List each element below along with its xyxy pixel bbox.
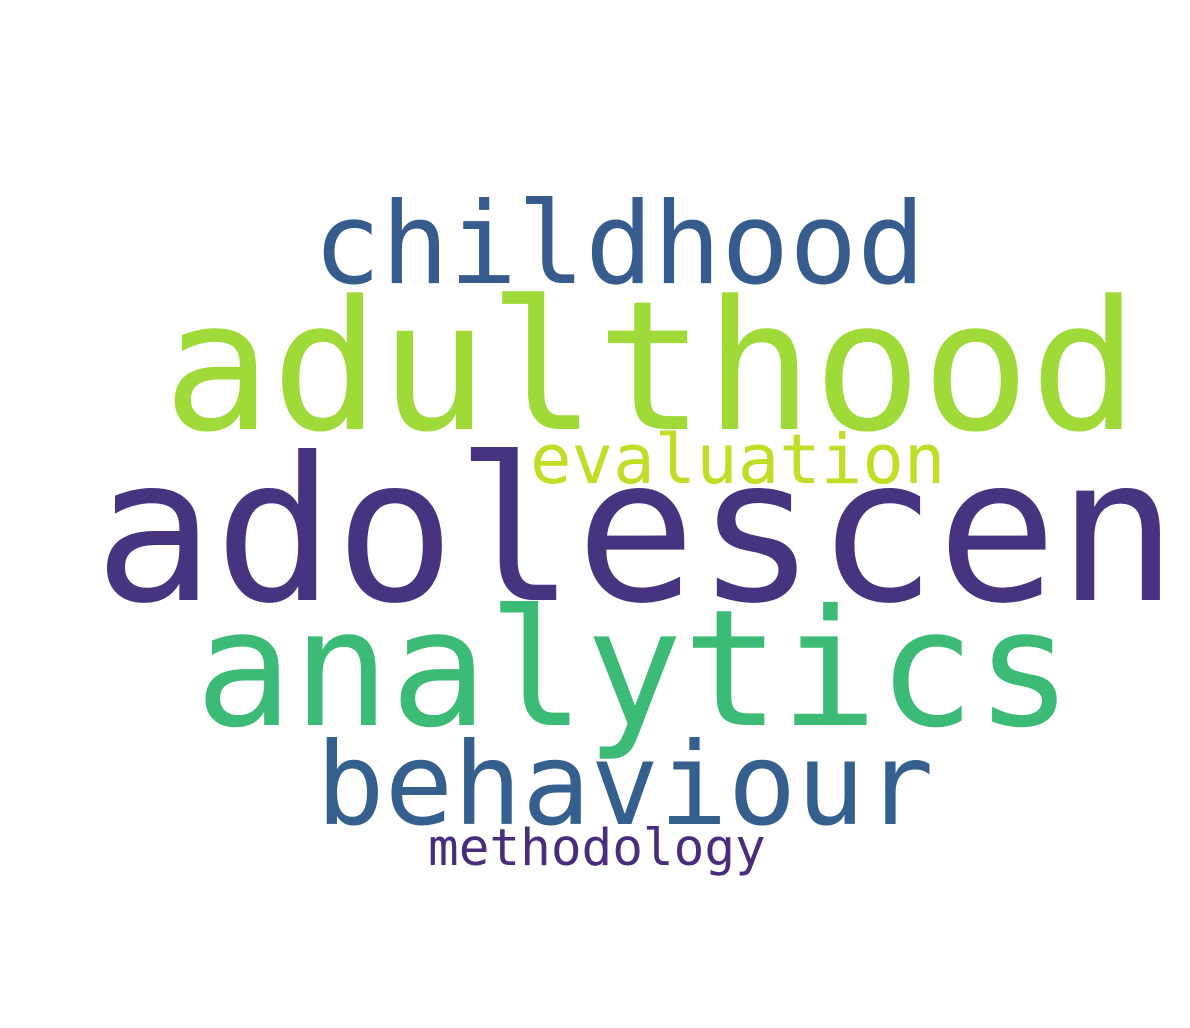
word-behaviour: behaviour [316, 718, 934, 851]
word-analytics: analytics [195, 576, 1073, 764]
word-methodology: methodology [428, 819, 766, 878]
word-adolescent: adolescent [94, 415, 1190, 648]
word-adulthood: adulthood [163, 263, 1139, 472]
word-childhood: childhood [313, 178, 926, 310]
word-evaluation: evaluation [530, 420, 946, 500]
